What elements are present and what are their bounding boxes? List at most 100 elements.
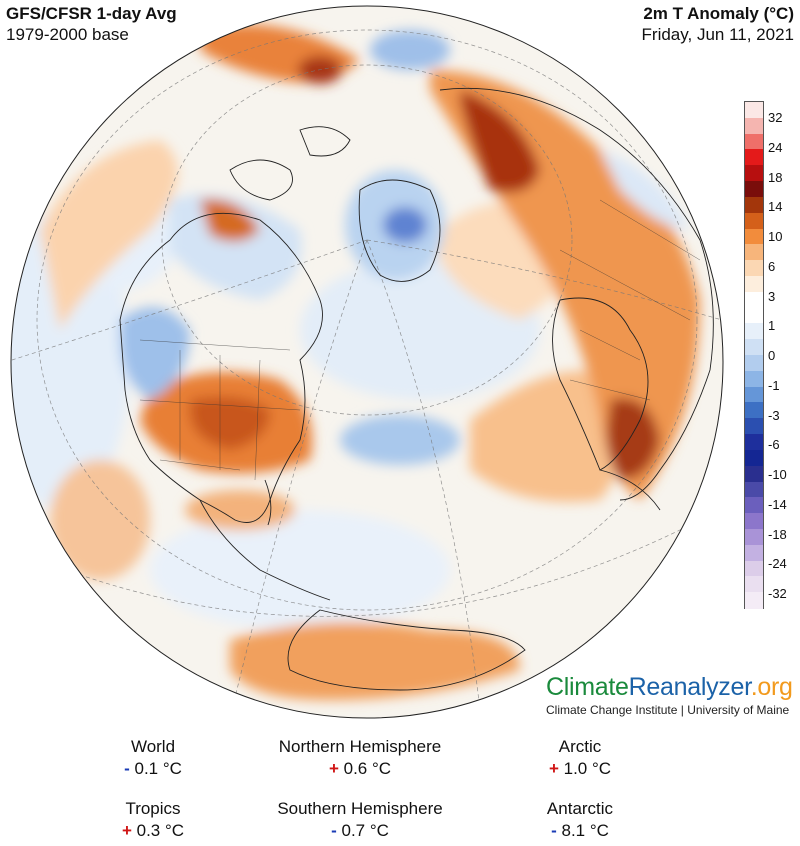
- color-scale-segment: [745, 418, 763, 435]
- stat-name: Arctic: [558, 737, 602, 756]
- color-scale-segment: [745, 244, 763, 261]
- warm-patch-south-america: [230, 622, 520, 700]
- color-scale-label: -14: [768, 496, 787, 512]
- stat-value: 0.3 °C: [136, 821, 185, 840]
- color-scale-segment: [745, 339, 763, 356]
- graticule-lon-c: [11, 239, 368, 361]
- warm-patch-asia-core: [606, 398, 660, 480]
- color-scale-segment: [745, 149, 763, 166]
- color-scale-label: -1: [768, 377, 780, 393]
- color-scale-segment: [745, 370, 763, 388]
- stat-name: Antarctic: [546, 799, 614, 818]
- logo-climate: Climate: [546, 673, 629, 701]
- color-scale-segment: [745, 402, 763, 419]
- color-scale-label: 10: [768, 229, 783, 244]
- stat-value-line: + 0.3 °C: [23, 820, 283, 842]
- stat-name: World: [130, 737, 176, 756]
- color-scale-label: 6: [768, 258, 776, 274]
- cool-patch-greenland-core: [383, 207, 427, 243]
- variable-title: 2m T Anomaly (°C): [643, 4, 794, 23]
- color-scale-segment: [745, 165, 763, 182]
- warm-patch-pacific-south: [50, 460, 150, 580]
- color-scale-segment: [745, 481, 763, 498]
- border-states-4: [139, 399, 301, 411]
- header-left: GFS/CFSR 1-day Avg 1979-2000 base: [6, 3, 177, 45]
- color-scale-segment: [745, 434, 763, 451]
- stat-sign: -: [331, 821, 337, 840]
- coast-africa-north: [599, 469, 661, 511]
- globe-outline: [10, 5, 724, 719]
- color-scale-label: 14: [768, 199, 783, 215]
- cool-patch-pacific: [11, 210, 130, 510]
- color-scale-label: -6: [768, 437, 780, 453]
- cool-patch-western-na: [120, 307, 190, 400]
- coast-asia: [439, 87, 714, 501]
- border-us-mexico: [159, 459, 241, 471]
- color-scale-segment: [745, 181, 763, 198]
- graticule-lon-b: [366, 239, 481, 711]
- border-asia-2: [559, 249, 691, 321]
- graticule-lat-60: [161, 64, 573, 416]
- color-scale-segment: [745, 260, 763, 277]
- color-scale-segment: [745, 560, 763, 577]
- coast-arctic-islands: [229, 159, 293, 201]
- stat-value-line: - 8.1 °C: [450, 820, 710, 842]
- color-scale-segment: [745, 528, 763, 546]
- stat-antarctic: Antarctic - 8.1 °C: [450, 798, 710, 842]
- stat-sign: +: [121, 821, 132, 840]
- cool-patch-top: [370, 30, 450, 70]
- border-europe-2: [569, 379, 651, 401]
- stat-value-line: - 0.1 °C: [23, 758, 283, 780]
- coast-greenland: [358, 179, 441, 282]
- brand-block: ClimateReanalyzer.org Climate Change Ins…: [546, 672, 793, 717]
- stat-value-line: - 0.7 °C: [230, 820, 490, 842]
- stat-value: 0.6 °C: [343, 759, 392, 778]
- border-states-3: [254, 359, 261, 481]
- color-scale-label: 3: [768, 288, 776, 304]
- color-scale-label: -10: [768, 467, 787, 482]
- coast-arctic-islands-2: [299, 126, 351, 157]
- color-scale-segment: [745, 102, 763, 119]
- stat-value: 8.1 °C: [561, 821, 609, 840]
- color-scale-segment: [745, 576, 763, 593]
- warm-patch-europe: [470, 371, 627, 502]
- warm-patch-siberia-core: [460, 90, 540, 193]
- color-scale-segment: [745, 465, 763, 483]
- coast-europe: [552, 297, 649, 471]
- color-scale-label: 1: [768, 318, 776, 334]
- stat-value: 0.1 °C: [134, 759, 182, 778]
- header-right: 2m T Anomaly (°C) Friday, Jun 11, 2021: [642, 3, 794, 45]
- stat-arctic: Arctic + 1.0 °C: [450, 736, 710, 780]
- color-scale-segment: [745, 497, 763, 514]
- stat-value: 1.0 °C: [563, 759, 612, 778]
- cool-patch-east: [600, 150, 690, 230]
- stat-name: Northern Hemisphere: [278, 737, 442, 756]
- color-scale-legend: 32 24 18 14 10 6 3 1 0 -1 -3 -6 -10 -14 -18 -24 -32: [744, 101, 798, 609]
- stat-world: World - 0.1 °C: [23, 736, 283, 780]
- color-scale-segment: [745, 228, 763, 245]
- color-scale-bar: [744, 101, 764, 609]
- coast-central-america: [199, 499, 331, 601]
- stat-sign: +: [328, 759, 339, 778]
- brand-logo: ClimateReanalyzer.org: [546, 672, 793, 702]
- color-scale-segment: [745, 355, 763, 372]
- logo-reanalyzer: Reanalyzer: [628, 673, 751, 701]
- brand-subtitle: Climate Change Institute | University of…: [546, 703, 790, 717]
- logo-org: .org: [750, 673, 793, 701]
- color-scale-segment: [745, 275, 763, 293]
- coast-florida: [264, 479, 272, 526]
- graticule-lat-30: [36, 29, 698, 611]
- cool-patch-tropics: [150, 510, 450, 630]
- stat-value-line: + 0.6 °C: [230, 758, 490, 780]
- regional-stats: World - 0.1 °C Northern Hemisphere + 0.6…: [0, 736, 800, 846]
- border-europe-1: [579, 329, 641, 361]
- stat-name: Southern Hemisphere: [277, 799, 443, 818]
- warm-patch-pacific-north: [40, 140, 178, 330]
- color-scale-segment: [745, 212, 763, 230]
- color-scale-label: 32: [768, 110, 783, 125]
- color-scale-label: -24: [768, 556, 787, 572]
- stat-sign: -: [551, 821, 557, 840]
- base-period: 1979-2000 base: [6, 25, 129, 44]
- stat-southern-hemisphere: Southern Hemisphere - 0.7 °C: [230, 798, 490, 842]
- cool-patch-atlantic-strong: [340, 415, 460, 465]
